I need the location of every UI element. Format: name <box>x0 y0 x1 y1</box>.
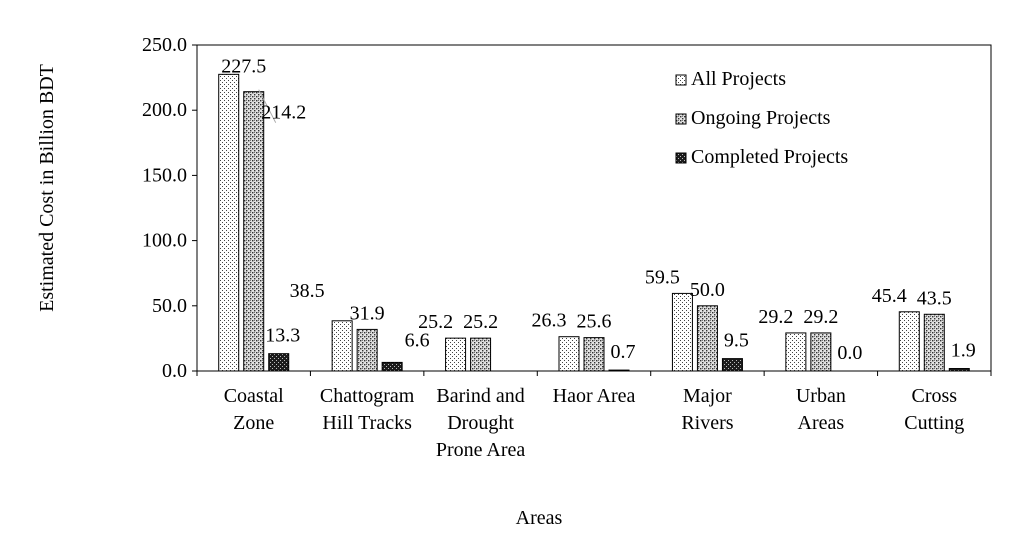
y-tick-label: 250.0 <box>142 34 187 56</box>
y-tick-label: 150.0 <box>142 164 187 186</box>
plot-area: 0.0 50.0 100.0 150.0 200.0 250.0 Coastal Zone Ch… <box>142 34 992 461</box>
x-category-label: Major <box>683 385 732 407</box>
data-label: 31.9 <box>350 302 385 324</box>
legend-swatch <box>675 113 687 125</box>
bar <box>898 311 920 372</box>
data-label: 25.2 <box>463 311 498 333</box>
data-label: 0.7 <box>611 341 636 363</box>
data-label: 26.3 <box>532 310 567 332</box>
x-category-label: Drought <box>447 412 514 434</box>
bar <box>381 361 403 372</box>
bar <box>948 368 970 372</box>
x-category-label: Prone Area <box>436 439 526 461</box>
data-label: 29.2 <box>758 306 793 328</box>
bar <box>583 337 605 372</box>
legend-label: Completed Projects <box>691 146 848 168</box>
y-tick-label: 200.0 <box>142 99 187 121</box>
x-category-label: Zone <box>233 412 274 434</box>
data-label: 43.5 <box>917 287 952 309</box>
data-label: 1.9 <box>951 340 976 362</box>
bar <box>558 336 580 372</box>
data-label: 0.0 <box>837 342 862 364</box>
y-tick-label: 50.0 <box>152 295 187 317</box>
y-tick-label: 100.0 <box>142 230 187 252</box>
data-label: 50.0 <box>690 279 725 301</box>
bar <box>218 73 240 372</box>
label-leader-line <box>258 89 277 123</box>
legend-swatch <box>675 152 687 164</box>
data-label: 45.4 <box>872 285 907 307</box>
bar <box>923 313 945 372</box>
x-category-label: Barind and <box>436 385 524 407</box>
data-label: 25.6 <box>577 311 612 333</box>
data-label: 13.3 <box>265 325 300 347</box>
bar <box>810 332 832 372</box>
y-tick-label: 0.0 <box>162 360 187 382</box>
data-label: 214.2 <box>261 102 306 124</box>
x-category-label: Urban <box>796 385 846 407</box>
bar <box>608 369 630 372</box>
x-category-label: Areas <box>798 412 845 434</box>
x-category-label: Rivers <box>681 412 733 434</box>
bar <box>785 332 807 372</box>
bar <box>671 292 693 372</box>
bar <box>331 320 353 372</box>
bar <box>470 337 492 372</box>
legend-swatch <box>675 74 687 86</box>
data-label: 227.5 <box>221 55 266 77</box>
data-label: 59.5 <box>645 266 680 288</box>
x-category-label: Cutting <box>904 412 964 434</box>
legend-label: Ongoing Projects <box>691 107 831 129</box>
data-label: 29.2 <box>803 306 838 328</box>
bar <box>243 91 265 372</box>
data-label: 25.2 <box>418 311 453 333</box>
legend: All Projects Ongoing Projects Completed Pr… <box>675 68 848 168</box>
data-label: 6.6 <box>405 329 430 351</box>
bar <box>445 337 467 372</box>
y-axis-title: Estimated Cost in Billion BDT <box>36 64 58 312</box>
bar <box>721 358 743 372</box>
x-category-label: Coastal <box>224 385 284 407</box>
bar <box>268 353 290 372</box>
legend-label: All Projects <box>691 68 786 90</box>
x-axis-title: Areas <box>516 507 563 529</box>
bar <box>696 305 718 372</box>
x-category-label: Chattogram <box>320 385 415 407</box>
x-category-label: Cross <box>911 385 957 407</box>
x-category-label: Hill Tracks <box>322 412 412 434</box>
data-label: 38.5 <box>290 280 325 302</box>
x-category-label: Haor Area <box>553 385 636 407</box>
bar <box>356 328 378 372</box>
data-label: 9.5 <box>724 330 749 352</box>
